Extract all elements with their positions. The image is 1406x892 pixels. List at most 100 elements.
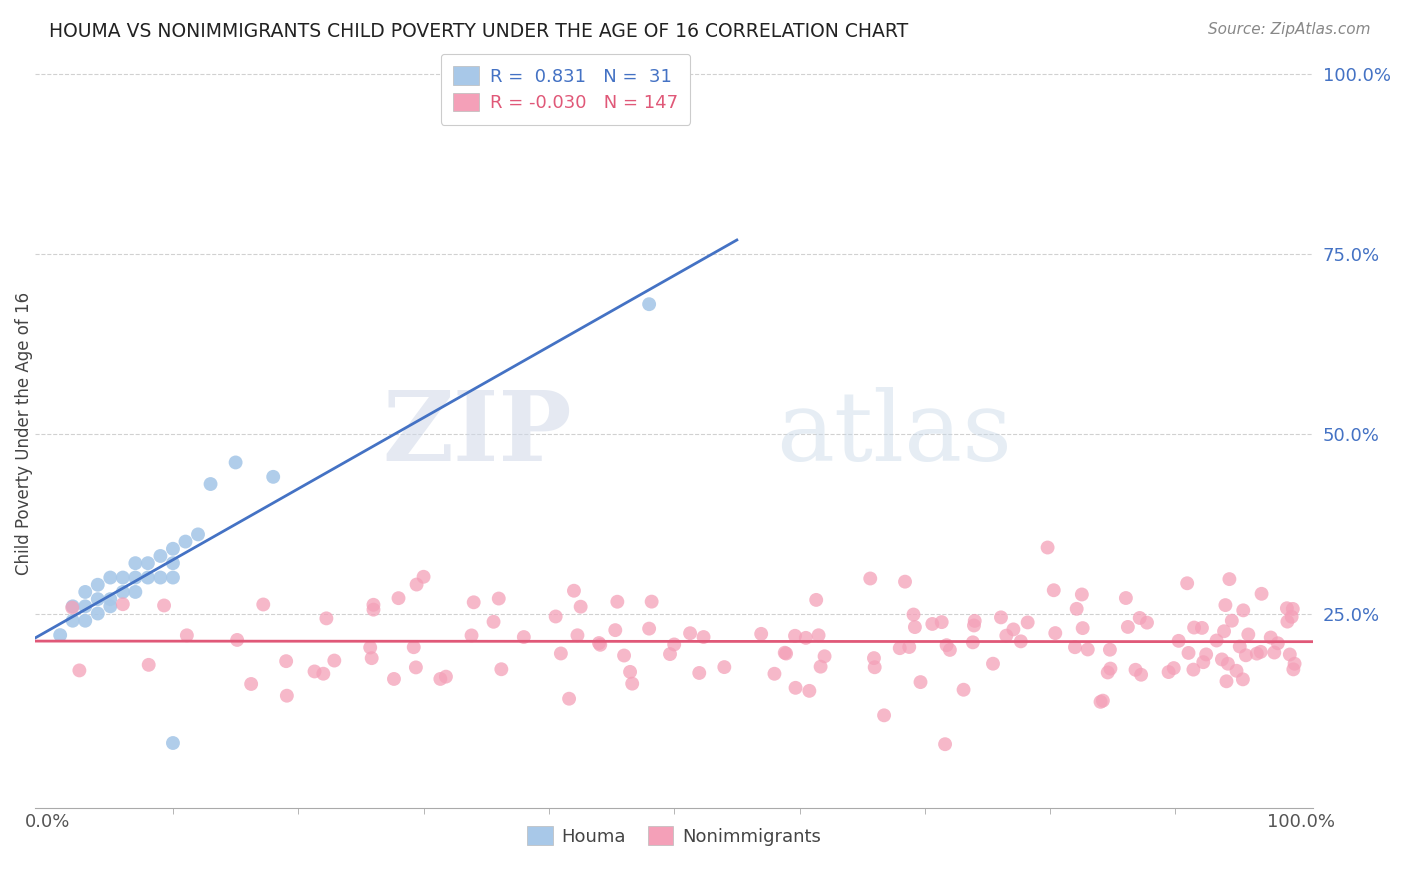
Point: [382, 672, 405, 686]
Point: [276, 689, 298, 703]
Point: [1097, 665, 1119, 680]
Point: [1036, 541, 1059, 555]
Point: [312, 666, 335, 681]
Point: [138, 657, 160, 672]
Point: [783, 629, 806, 643]
Point: [1263, 646, 1285, 660]
Point: [1234, 648, 1257, 663]
Point: [664, 637, 686, 651]
Point: [1216, 657, 1239, 671]
Point: [405, 660, 427, 674]
Point: [412, 570, 434, 584]
Point: [589, 638, 612, 652]
Point: [1129, 611, 1152, 625]
Point: [1275, 601, 1298, 615]
Point: [1282, 662, 1305, 676]
Point: [910, 675, 932, 690]
Point: [315, 611, 337, 625]
Point: [567, 628, 589, 642]
Point: [963, 618, 986, 632]
Point: [606, 595, 628, 609]
Point: [807, 628, 830, 642]
Point: [1215, 674, 1237, 689]
Point: [1017, 615, 1039, 630]
Point: [1167, 633, 1189, 648]
Point: [162, 556, 184, 570]
Point: [323, 654, 346, 668]
Point: [863, 651, 886, 665]
Point: [75, 599, 97, 614]
Point: [488, 591, 510, 606]
Point: [799, 683, 821, 698]
Text: atlas: atlas: [776, 386, 1012, 481]
Point: [98, 592, 121, 607]
Point: [162, 541, 184, 556]
Point: [1071, 621, 1094, 635]
Point: [1090, 695, 1112, 709]
Point: [1115, 591, 1137, 605]
Point: [153, 599, 176, 613]
Point: [935, 638, 957, 652]
Point: [402, 640, 425, 655]
Point: [1277, 615, 1299, 629]
Point: [187, 527, 209, 541]
Point: [749, 627, 772, 641]
Point: [136, 556, 159, 570]
Point: [1237, 627, 1260, 641]
Point: [1284, 657, 1306, 671]
Point: [813, 649, 835, 664]
Point: [49, 628, 72, 642]
Point: [1182, 621, 1205, 635]
Point: [963, 614, 986, 628]
Point: [1099, 662, 1122, 676]
Point: [1195, 648, 1218, 662]
Point: [1077, 642, 1099, 657]
Y-axis label: Child Poverty Under the Age of 16: Child Poverty Under the Age of 16: [15, 292, 32, 575]
Point: [621, 676, 644, 690]
Point: [692, 630, 714, 644]
Point: [619, 665, 641, 679]
Legend: Houma, Nonimmigrants: Houma, Nonimmigrants: [519, 817, 830, 855]
Point: [1281, 609, 1303, 624]
Point: [1002, 623, 1025, 637]
Point: [1205, 633, 1227, 648]
Point: [1225, 664, 1247, 678]
Point: [1213, 624, 1236, 639]
Point: [1064, 640, 1087, 655]
Point: [111, 570, 134, 584]
Point: [773, 646, 796, 660]
Point: [124, 570, 146, 584]
Point: [149, 549, 172, 563]
Point: [544, 609, 567, 624]
Point: [75, 585, 97, 599]
Point: [62, 599, 84, 614]
Point: [387, 591, 409, 606]
Point: [810, 659, 832, 673]
Point: [1278, 648, 1301, 662]
Point: [1218, 572, 1240, 586]
Point: [889, 641, 911, 656]
Point: [359, 640, 381, 655]
Point: [934, 737, 956, 751]
Point: [863, 660, 886, 674]
Point: [1220, 614, 1243, 628]
Point: [898, 640, 921, 654]
Point: [463, 595, 485, 609]
Point: [87, 578, 110, 592]
Point: [87, 607, 110, 621]
Point: [87, 592, 110, 607]
Point: [1116, 620, 1139, 634]
Point: [785, 681, 807, 695]
Point: [859, 572, 882, 586]
Point: [98, 599, 121, 614]
Point: [460, 628, 482, 642]
Point: [174, 534, 197, 549]
Point: [688, 665, 710, 680]
Point: [1091, 693, 1114, 707]
Point: [176, 628, 198, 642]
Point: [679, 626, 702, 640]
Point: [262, 470, 284, 484]
Point: [1010, 634, 1032, 648]
Point: [894, 574, 917, 589]
Point: [1177, 646, 1199, 660]
